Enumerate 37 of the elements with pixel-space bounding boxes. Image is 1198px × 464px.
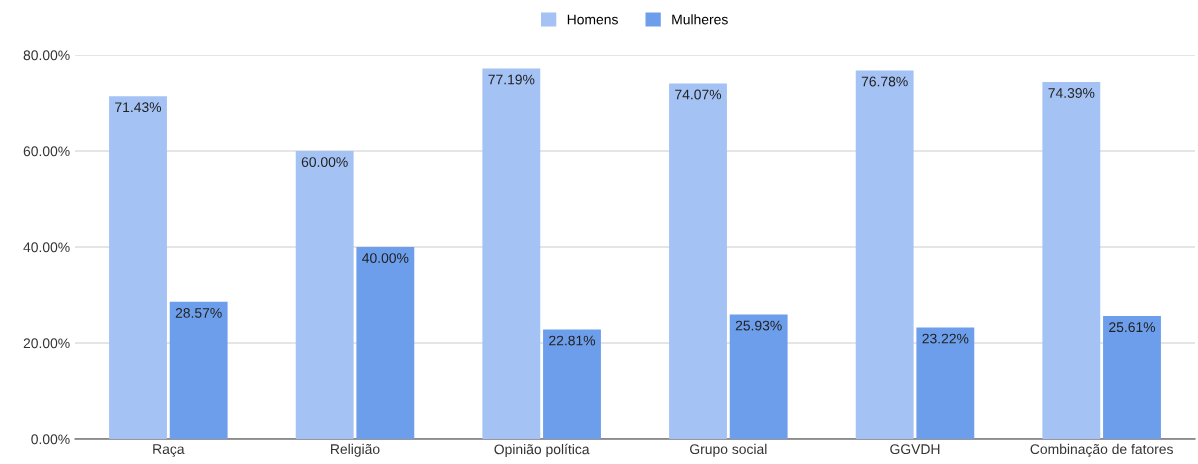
bar <box>356 247 415 439</box>
bar <box>543 329 601 439</box>
data-label: 28.57% <box>175 307 222 318</box>
data-label: 60.00% <box>301 157 348 167</box>
data-label: 74.07% <box>675 89 722 100</box>
bar <box>669 83 727 439</box>
y-tick-label: 60.00% <box>23 146 70 157</box>
bar <box>482 68 541 439</box>
x-tick-label: Combinação de fatores <box>1030 443 1173 457</box>
x-tick-label: Opinião política <box>494 443 590 457</box>
bar <box>916 327 975 439</box>
y-tick-label: 20.00% <box>23 338 70 349</box>
y-tick-label: 40.00% <box>23 242 70 253</box>
legend-label: Mulheres <box>672 14 728 25</box>
data-label: 77.19% <box>488 74 535 85</box>
y-tick-label: 0.00% <box>31 434 70 445</box>
x-tick-label: GGVDH <box>890 444 940 455</box>
bar <box>855 70 914 439</box>
bar <box>1042 81 1101 439</box>
data-label: 74.39% <box>1048 88 1095 98</box>
data-label: 40.00% <box>362 253 409 263</box>
x-tick-label: Grupo social <box>690 443 767 457</box>
x-tick-label: Religião <box>331 443 380 457</box>
data-label: 76.78% <box>861 76 908 87</box>
data-label: 71.43% <box>115 102 162 113</box>
bar <box>1103 316 1161 439</box>
bar <box>109 96 167 439</box>
x-tick-label: Raça <box>153 444 185 457</box>
bar <box>169 301 228 439</box>
bar <box>729 314 788 439</box>
legend-label: Homens <box>567 14 618 25</box>
y-tick-label: 80.00% <box>23 50 70 61</box>
data-label: 22.81% <box>549 335 596 346</box>
bar <box>295 151 354 439</box>
data-label: 25.61% <box>1109 322 1156 333</box>
data-label: 23.22% <box>922 333 969 344</box>
data-label: 25.93% <box>735 320 782 331</box>
